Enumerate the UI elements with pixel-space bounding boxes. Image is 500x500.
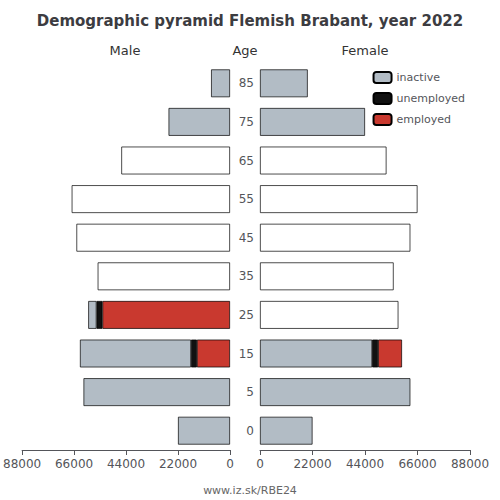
svg-text:5: 5 [246,385,254,399]
svg-text:75: 75 [239,115,254,129]
svg-text:15: 15 [239,347,254,361]
svg-text:Female: Female [341,43,388,58]
svg-text:Male: Male [110,43,141,58]
svg-text:66000: 66000 [398,457,436,471]
svg-text:85: 85 [239,76,254,90]
svg-text:55: 55 [239,192,254,206]
svg-text:66000: 66000 [55,457,93,471]
svg-text:88000: 88000 [3,457,41,471]
svg-text:inactive: inactive [397,71,441,84]
svg-text:22000: 22000 [293,457,331,471]
svg-text:88000: 88000 [451,457,489,471]
svg-text:0: 0 [256,457,264,471]
svg-text:35: 35 [239,269,254,283]
svg-text:Age: Age [232,43,257,58]
svg-text:25: 25 [239,308,254,322]
svg-text:22000: 22000 [159,457,197,471]
svg-text:65: 65 [239,154,254,168]
svg-text:www.iz.sk/RBE24: www.iz.sk/RBE24 [203,484,297,497]
svg-text:employed: employed [397,113,452,126]
svg-text:unemployed: unemployed [397,92,465,105]
svg-text:45: 45 [239,231,254,245]
svg-text:44000: 44000 [346,457,384,471]
svg-text:0: 0 [226,457,234,471]
svg-text:44000: 44000 [107,457,145,471]
svg-text:0: 0 [246,424,254,438]
svg-text:Demographic pyramid Flemish Br: Demographic pyramid Flemish Brabant, yea… [37,12,463,30]
